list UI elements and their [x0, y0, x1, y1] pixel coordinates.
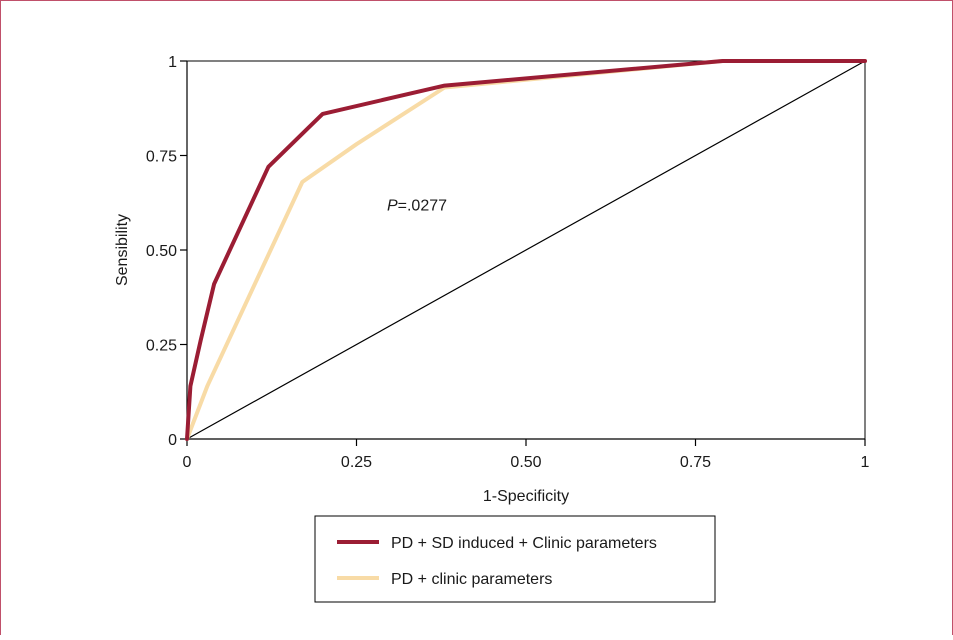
- y-axis-label: Sensibility: [114, 214, 131, 286]
- y-tick-label: 0: [168, 432, 177, 449]
- p-value-prefix: P: [387, 198, 398, 215]
- legend-label-series-2: PD + clinic parameters: [391, 571, 552, 588]
- x-tick-label: 0.25: [341, 454, 372, 471]
- x-axis-label: 1-Specificity: [483, 488, 569, 505]
- x-tick-label: 0.75: [680, 454, 711, 471]
- y-tick-label: 1: [168, 54, 177, 71]
- legend-box: [314, 515, 716, 603]
- x-tick-label: 0.50: [510, 454, 541, 471]
- y-tick-label: 0.50: [146, 243, 177, 260]
- p-value-annotation: P=.0277: [387, 198, 447, 215]
- y-tick-label: 0.75: [146, 149, 177, 166]
- legend: PD + SD induced + Clinic parameters PD +…: [314, 515, 716, 603]
- p-value-text: =.0277: [398, 198, 447, 215]
- x-tick-label: 0: [183, 454, 192, 471]
- x-tick-label: 1: [861, 454, 870, 471]
- y-tick-label: 0.25: [146, 338, 177, 355]
- series-line-1: [185, 59, 867, 441]
- plot-area: 0 0.25 0.50 0.75 1 0 0.25 0.50 0.75 1: [146, 54, 870, 471]
- legend-label-series-1: PD + SD induced + Clinic parameters: [391, 535, 657, 552]
- reference-diagonal-line: [186, 60, 866, 440]
